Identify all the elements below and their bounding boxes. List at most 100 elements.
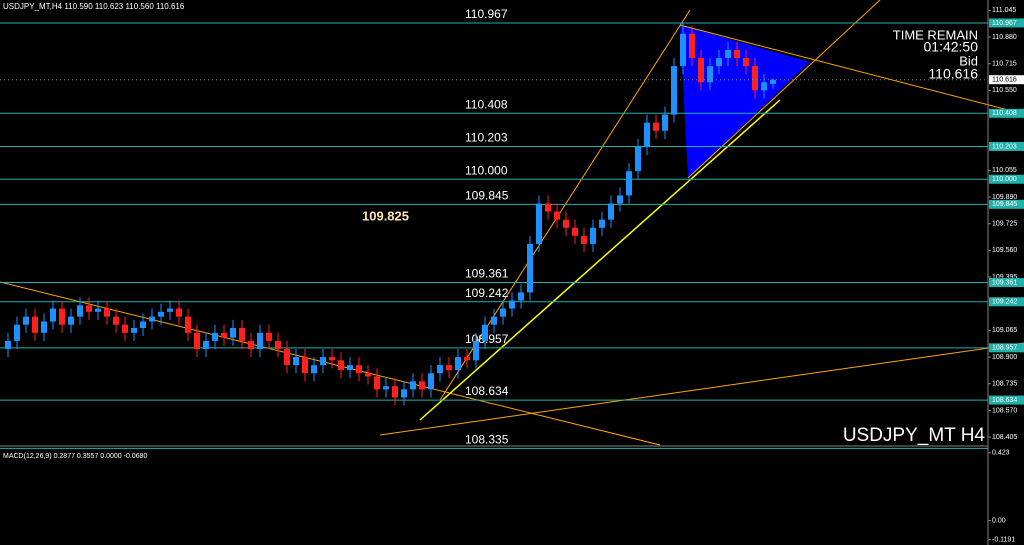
level-label: 108.335	[465, 433, 509, 447]
candle-body	[491, 316, 497, 325]
candle-body	[275, 340, 281, 349]
candle-body	[644, 122, 650, 147]
macd-title: MACD(12,26,9) 0.2877 0.3557 0.0000 -0.06…	[3, 453, 147, 460]
level-price-box	[989, 199, 1024, 209]
candle-body	[545, 203, 551, 212]
y-tick-label: 108.735	[992, 381, 1017, 388]
candle-body	[230, 327, 236, 338]
candle-body	[698, 58, 704, 83]
candle-body	[59, 308, 65, 325]
triangle-pattern	[680, 25, 810, 178]
candle-body	[77, 305, 83, 317]
bid-price-box	[989, 75, 1024, 85]
candle-body	[473, 340, 479, 361]
level-price-box	[989, 343, 1024, 353]
candle-body	[302, 357, 308, 374]
candle-body	[680, 33, 686, 67]
candle-body	[68, 316, 74, 325]
candle-body	[590, 227, 596, 244]
candle-body	[239, 327, 245, 341]
candle-body	[185, 316, 191, 333]
level-price-label: 108.634	[992, 397, 1017, 404]
level-price-box	[989, 18, 1024, 28]
trend-line	[687, 0, 881, 179]
candle-body	[554, 211, 560, 220]
candle-body	[365, 373, 371, 377]
candle-body	[581, 235, 587, 244]
y-tick-label: 110.550	[992, 87, 1017, 94]
y-tick-label: 108.570	[992, 407, 1017, 414]
level-label: 109.242	[465, 286, 509, 300]
candle-body	[383, 386, 389, 390]
level-price-label: 110.000	[992, 176, 1017, 183]
candle-body	[716, 58, 722, 67]
candle-body	[500, 308, 506, 317]
candle-body	[293, 357, 299, 366]
y-tick-label: 110.715	[992, 61, 1017, 68]
candle-body	[23, 316, 29, 325]
candle-body	[95, 308, 101, 312]
candle-body	[248, 340, 254, 349]
candle-body	[221, 332, 227, 338]
macd-y-tick-label: 0.00	[992, 517, 1006, 524]
level-price-label: 109.242	[992, 299, 1017, 306]
candle-body	[410, 381, 416, 390]
candle-body	[167, 308, 173, 312]
candle-body	[356, 365, 362, 374]
candle-body	[122, 324, 128, 333]
chart-title: USDJPY_MT,H4 110.590 110.623 110.560 110…	[3, 2, 185, 11]
candle-body	[761, 82, 767, 91]
level-price-box	[989, 297, 1024, 307]
time-remain-label: TIME REMAIN	[893, 27, 978, 42]
candle-body	[509, 300, 515, 309]
candle-body	[563, 219, 569, 228]
candle-body	[536, 203, 542, 244]
candle-body	[662, 114, 668, 131]
level-label: 110.408	[465, 97, 508, 111]
candle-body	[374, 376, 380, 390]
candle-body	[734, 49, 740, 59]
candle-body	[617, 195, 623, 204]
candle-body	[320, 357, 326, 366]
level-price-box	[989, 174, 1024, 184]
y-tick-label: 109.065	[992, 327, 1017, 334]
candle-body	[689, 33, 695, 59]
candle-body	[41, 321, 47, 333]
y-tick-label: 110.055	[992, 167, 1017, 174]
level-label: 109.845	[465, 188, 509, 202]
candle-body	[464, 357, 470, 361]
candle-body	[50, 308, 56, 322]
candle-body	[527, 243, 533, 293]
candle-body	[671, 66, 677, 115]
candle-body	[329, 357, 335, 361]
trend-line	[379, 342, 1024, 436]
candle-body	[608, 203, 614, 220]
candle-body	[194, 332, 200, 349]
level-label: 110.203	[465, 131, 508, 145]
level-price-box	[989, 141, 1024, 151]
candle-body	[653, 122, 659, 131]
candle-body	[149, 316, 155, 322]
level-price-label: 110.967	[992, 20, 1017, 27]
candle-body	[419, 381, 425, 390]
level-price-box	[989, 278, 1024, 288]
candle-body	[113, 316, 119, 325]
candle-body	[212, 332, 218, 341]
candle-body	[131, 327, 137, 333]
candle-body	[635, 146, 641, 172]
candle-body	[311, 365, 317, 374]
level-price-label: 109.361	[992, 279, 1017, 286]
candle-body	[725, 49, 731, 59]
candle-body	[482, 324, 488, 341]
candle-body	[428, 373, 434, 390]
candle-body	[770, 79, 776, 84]
level-label: 110.000	[465, 163, 508, 177]
trend-line	[419, 99, 781, 421]
candle-body	[284, 348, 290, 366]
candle-body	[752, 66, 758, 91]
trend-line	[439, 9, 691, 401]
time-remain: 01:42:50	[924, 39, 979, 55]
level-label: 108.634	[465, 384, 509, 398]
